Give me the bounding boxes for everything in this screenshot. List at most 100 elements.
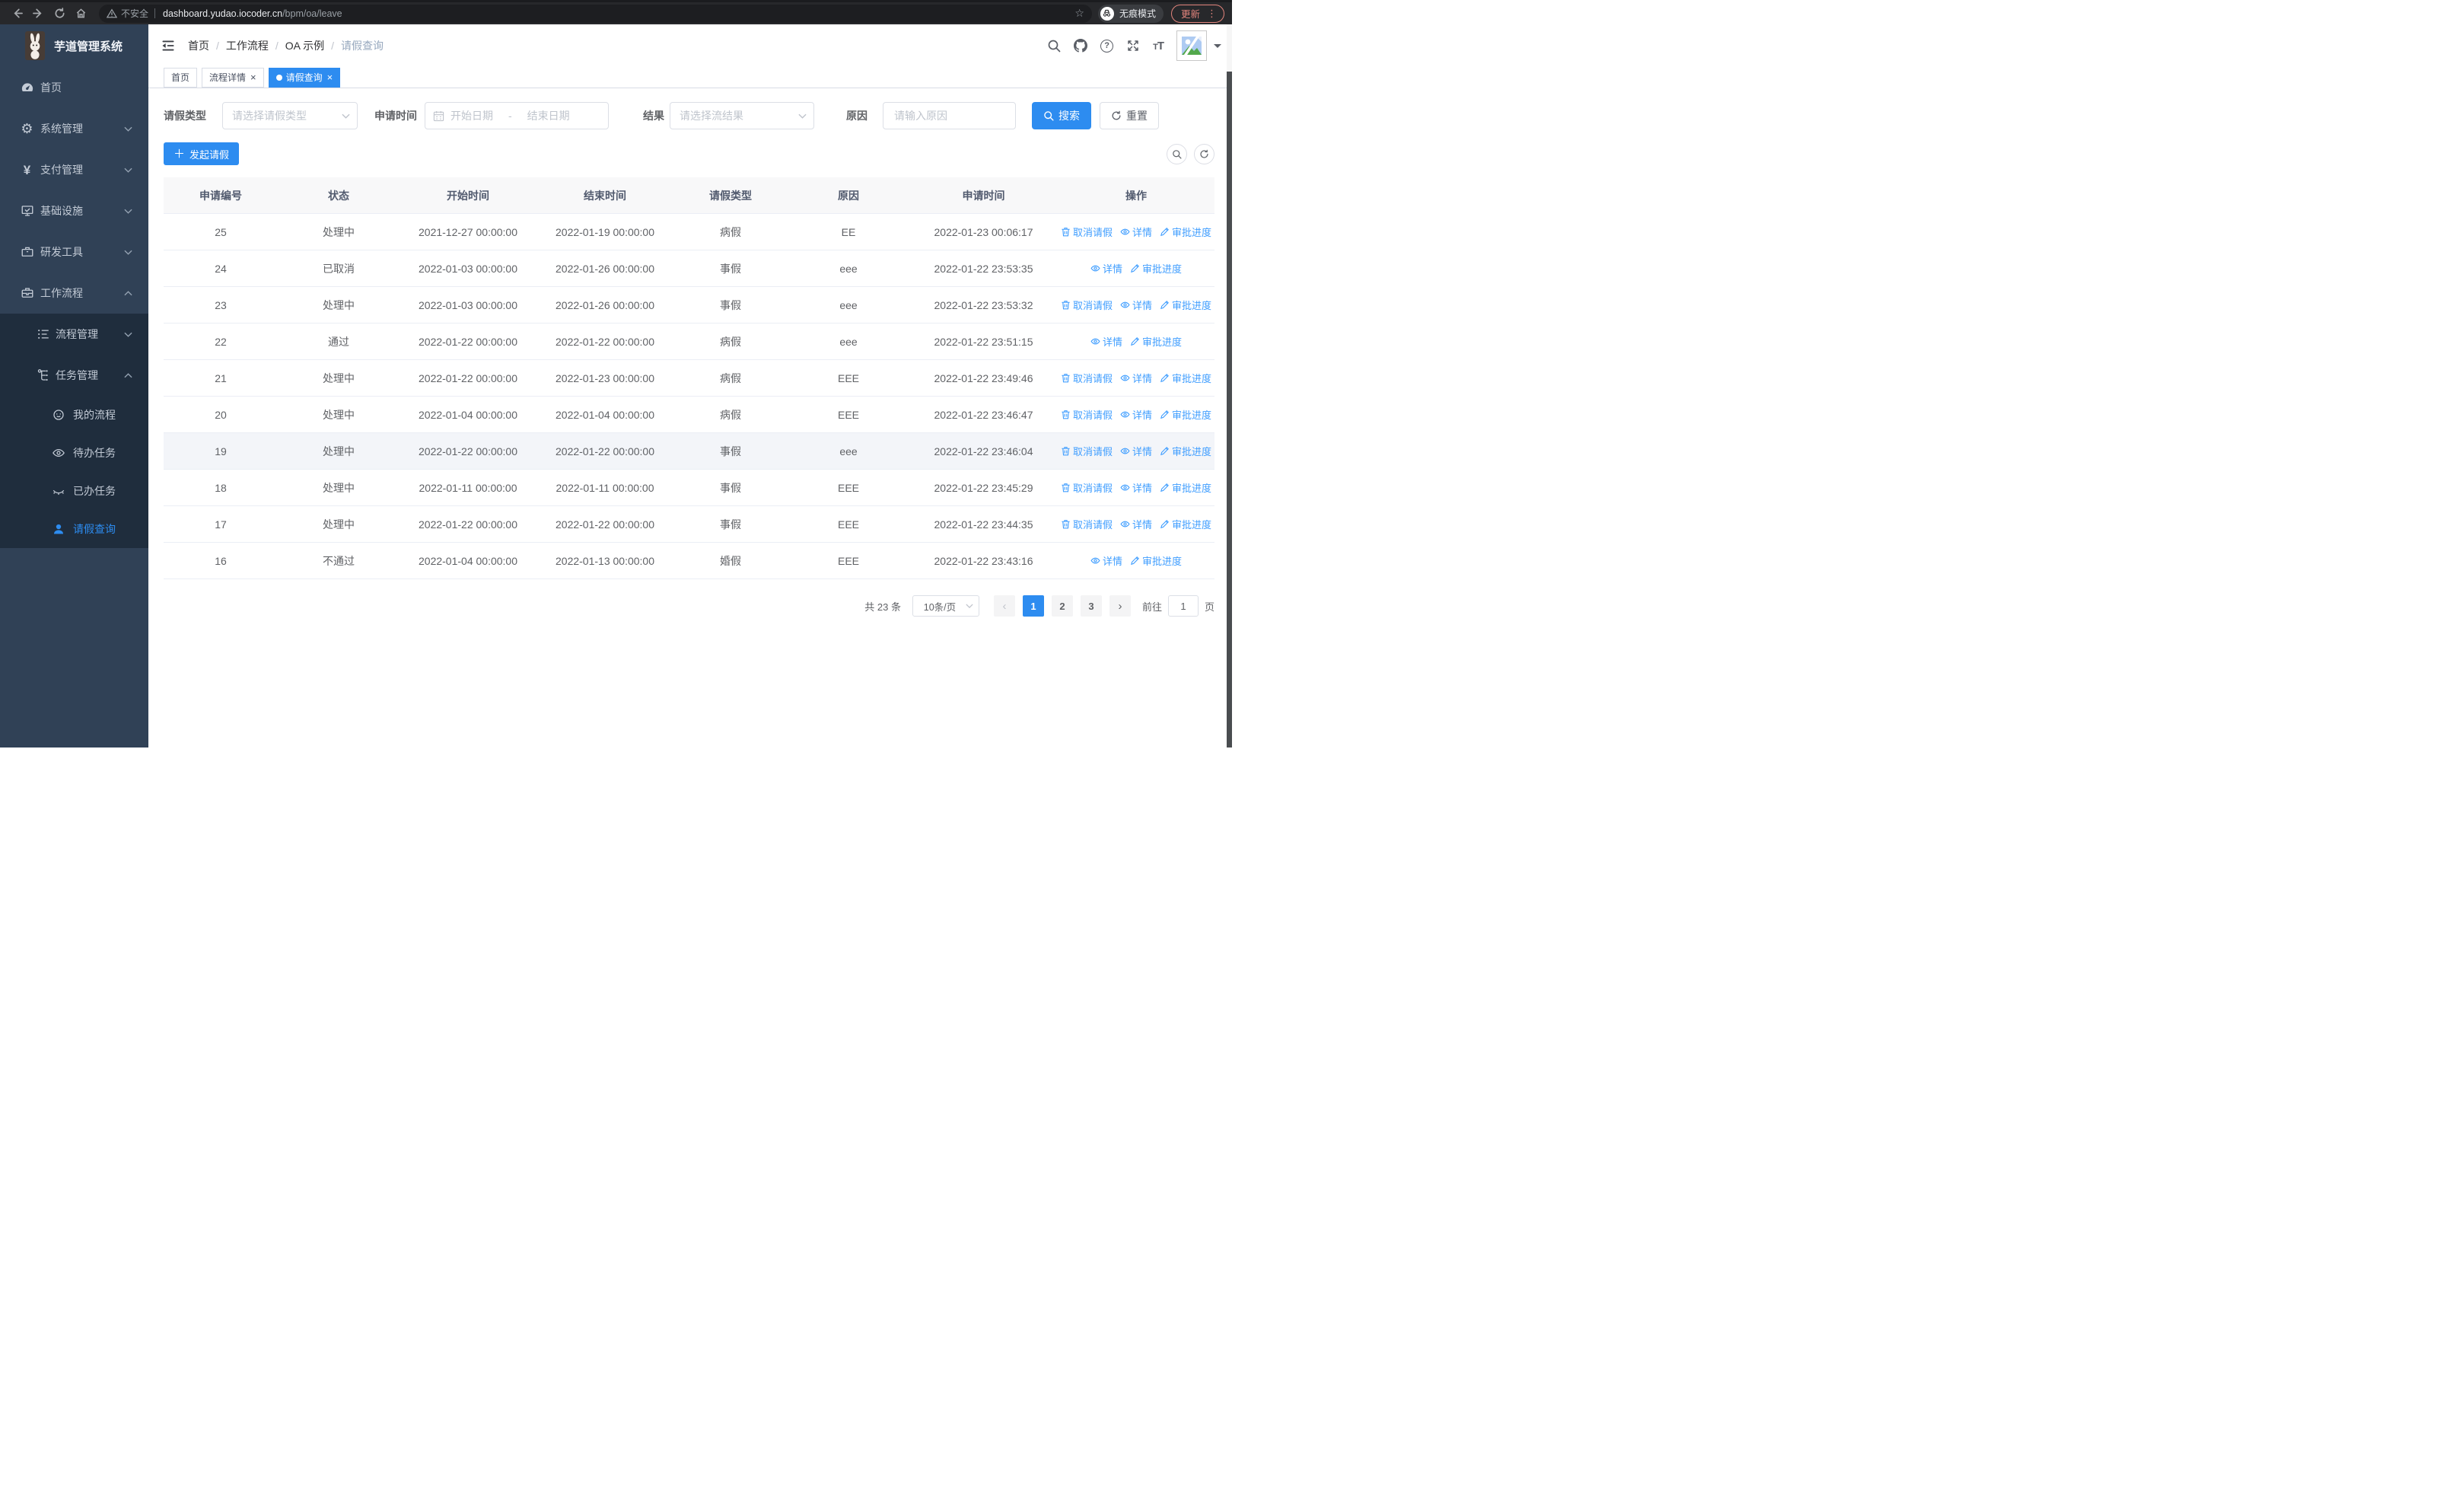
tab-process-detail[interactable]: 流程详情 × — [202, 67, 264, 88]
detail-action-link[interactable]: 详情 — [1090, 334, 1122, 349]
scrollbar[interactable] — [1227, 24, 1232, 748]
refresh-icon — [1200, 149, 1208, 158]
leave-type-placeholder: 请选择请假类型 — [232, 110, 307, 122]
browser-menu-icon[interactable]: ⋮ — [1207, 7, 1217, 19]
cancel-action-link[interactable]: 取消请假 — [1061, 517, 1113, 531]
avatar[interactable] — [1176, 30, 1207, 61]
progress-action-link[interactable]: 审批进度 — [1130, 334, 1182, 349]
progress-action-link[interactable]: 审批进度 — [1160, 298, 1211, 312]
apply-time-range-picker[interactable]: 开始日期 - 结束日期 — [425, 102, 609, 129]
cell-reason: eee — [839, 335, 858, 348]
cancel-action-link[interactable]: 取消请假 — [1061, 298, 1113, 312]
chevron-down-icon — [124, 332, 132, 337]
cell-end-time: 2022-01-26 00:00:00 — [556, 298, 654, 311]
sidebar-item-process-mgmt[interactable]: 流程管理 — [0, 314, 148, 355]
fullscreen-icon[interactable] — [1126, 39, 1140, 53]
security-warning-icon — [107, 8, 117, 18]
tab-home[interactable]: 首页 — [164, 67, 198, 88]
sidebar-item-my-process[interactable]: 我的流程 — [0, 396, 148, 434]
progress-action-link[interactable]: 审批进度 — [1160, 225, 1211, 239]
detail-action-link[interactable]: 详情 — [1090, 553, 1122, 568]
next-page-button[interactable]: › — [1109, 595, 1131, 617]
reset-button[interactable]: 重置 — [1100, 102, 1159, 129]
back-button[interactable] — [8, 5, 26, 23]
search-icon[interactable] — [1047, 39, 1061, 53]
sidebar-item-payment[interactable]: ¥ 支付管理 — [0, 149, 148, 190]
avatar-dropdown-caret[interactable] — [1214, 43, 1221, 52]
progress-action-label: 审批进度 — [1172, 446, 1212, 457]
detail-action-link[interactable]: 详情 — [1120, 480, 1152, 495]
goto-label: 前往 — [1141, 601, 1162, 613]
progress-action-label: 审批进度 — [1172, 483, 1212, 494]
page-button-3[interactable]: 3 — [1080, 595, 1102, 617]
page-button-2[interactable]: 2 — [1051, 595, 1073, 617]
update-button[interactable]: 更新 ⋮ — [1170, 4, 1224, 23]
home-button[interactable] — [72, 5, 90, 23]
sidebar-item-todo-tasks[interactable]: 待办任务 — [0, 434, 148, 472]
tab-close-icon[interactable]: × — [326, 72, 333, 83]
create-leave-button[interactable]: ＋ 发起请假 — [164, 142, 240, 165]
leave-type-select[interactable]: 请选择请假类型 — [222, 102, 358, 129]
font-size-icon[interactable]: TT — [1153, 39, 1164, 53]
forward-button[interactable] — [29, 5, 47, 23]
detail-action-label: 详情 — [1132, 483, 1153, 494]
progress-action-link[interactable]: 审批进度 — [1160, 444, 1211, 458]
sidebar-item-system[interactable]: ⚙ 系统管理 — [0, 108, 148, 149]
detail-action-link[interactable]: 详情 — [1120, 298, 1152, 312]
hide-search-button[interactable] — [1167, 143, 1187, 164]
cancel-action-link[interactable]: 取消请假 — [1061, 480, 1113, 495]
sidebar-item-leave-query[interactable]: 请假查询 — [0, 510, 148, 548]
tab-leave-query[interactable]: 请假查询 × — [268, 67, 341, 88]
detail-action-link[interactable]: 详情 — [1120, 444, 1152, 458]
reload-button[interactable] — [50, 5, 68, 23]
github-icon[interactable] — [1074, 39, 1088, 53]
detail-action-link[interactable]: 详情 — [1120, 371, 1152, 385]
edit-icon — [1160, 483, 1169, 492]
result-select[interactable]: 请选择流结果 — [670, 102, 814, 129]
cell-status: 处理中 — [323, 518, 355, 531]
progress-action-link[interactable]: 审批进度 — [1160, 517, 1211, 531]
cancel-action-link[interactable]: 取消请假 — [1061, 225, 1113, 239]
address-bar[interactable]: 不安全 dashboard.yudao.iocoder.cn/bpm/oa/le… — [99, 4, 1092, 23]
app-logo[interactable]: 芋道管理系统 — [0, 24, 148, 67]
sidebar-item-done-tasks[interactable]: 已办任务 — [0, 472, 148, 510]
progress-action-link[interactable]: 审批进度 — [1160, 407, 1211, 422]
search-button[interactable]: 搜索 — [1032, 102, 1091, 129]
result-label: 结果 — [643, 110, 664, 122]
help-icon[interactable]: ? — [1100, 39, 1114, 53]
progress-action-link[interactable]: 审批进度 — [1160, 480, 1211, 495]
sidebar-item-workflow[interactable]: 工作流程 — [0, 273, 148, 314]
sidebar-item-home[interactable]: 首页 — [0, 67, 148, 108]
page-size-select[interactable]: 10条/页 — [912, 595, 979, 617]
reason-input[interactable] — [893, 109, 1006, 123]
breadcrumb-item[interactable]: OA 示例 — [285, 40, 325, 52]
omnibox-divider — [154, 8, 156, 18]
edit-icon — [1160, 227, 1169, 237]
goto-page-input[interactable] — [1167, 595, 1199, 617]
collapse-sidebar-icon[interactable] — [161, 38, 176, 53]
cancel-action-link[interactable]: 取消请假 — [1061, 371, 1113, 385]
progress-action-link[interactable]: 审批进度 — [1130, 261, 1182, 276]
cell-id: 17 — [215, 518, 227, 531]
progress-action-link[interactable]: 审批进度 — [1130, 553, 1182, 568]
prev-page-button[interactable]: ‹ — [993, 595, 1015, 617]
breadcrumb-item[interactable]: 首页 — [188, 40, 209, 52]
cell-apply-time: 2022-01-23 00:06:17 — [934, 225, 1033, 238]
cancel-action-link[interactable]: 取消请假 — [1061, 407, 1113, 422]
sidebar-item-task-mgmt[interactable]: 任务管理 — [0, 355, 148, 396]
detail-action-link[interactable]: 详情 — [1090, 261, 1122, 276]
breadcrumb-item[interactable]: 工作流程 — [225, 40, 269, 52]
page-unit-label: 页 — [1204, 601, 1214, 613]
sidebar-item-devtools[interactable]: 研发工具 — [0, 231, 148, 273]
cancel-action-link[interactable]: 取消请假 — [1061, 444, 1113, 458]
scrollbar-thumb[interactable] — [1227, 72, 1232, 748]
progress-action-link[interactable]: 审批进度 — [1160, 371, 1211, 385]
page-button-1[interactable]: 1 — [1022, 595, 1044, 617]
sidebar-item-infrastructure[interactable]: 基础设施 — [0, 190, 148, 231]
detail-action-link[interactable]: 详情 — [1120, 517, 1152, 531]
refresh-table-button[interactable] — [1194, 143, 1214, 164]
bookmark-star-icon[interactable]: ☆ — [1074, 7, 1084, 19]
detail-action-link[interactable]: 详情 — [1120, 407, 1152, 422]
detail-action-link[interactable]: 详情 — [1120, 225, 1152, 239]
tab-close-icon[interactable]: × — [250, 72, 256, 83]
